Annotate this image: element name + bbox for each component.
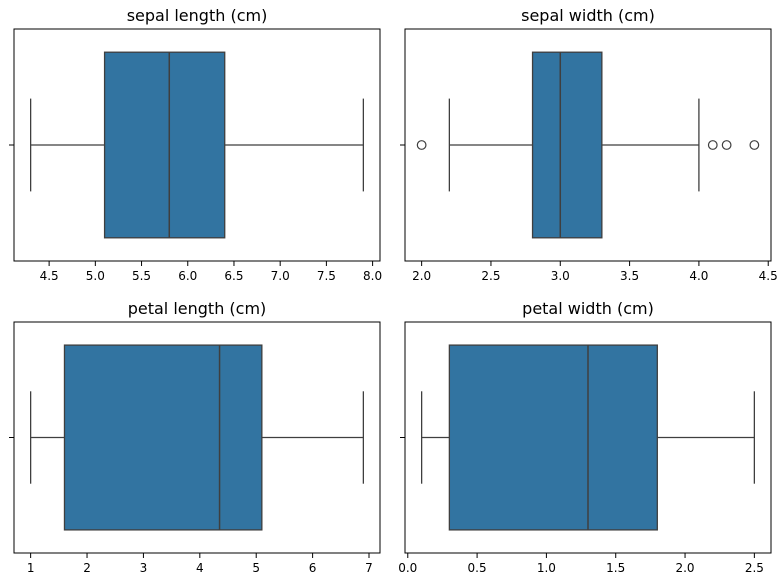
subplot-title: sepal width (cm) [521, 6, 655, 25]
x-tick-label: 0.0 [398, 561, 417, 575]
x-tick-label: 6.5 [224, 269, 243, 283]
x-tick-label: 2.5 [745, 561, 764, 575]
x-tick-label: 8.0 [363, 269, 382, 283]
x-tick-label: 1.5 [606, 561, 625, 575]
x-tick-label: 3 [140, 561, 148, 575]
x-tick-label: 7 [365, 561, 373, 575]
x-tick-label: 4 [196, 561, 204, 575]
outlier-point [749, 140, 760, 150]
x-tick-label: 7.0 [271, 269, 290, 283]
outlier-point [721, 140, 732, 150]
subplot-1: sepal length (cm) 4.5 5.0 5.5 6.0 6.5 7.0 7.5 8.… [9, 6, 382, 283]
x-tick-label: 2 [83, 561, 91, 575]
subplot-title: sepal length (cm) [127, 6, 268, 25]
x-tick-label: 5.5 [132, 269, 151, 283]
x-tick-label: 2.0 [675, 561, 694, 575]
subplot-3: petal length (cm) 1 2 3 4 5 6 7 [9, 299, 381, 575]
x-tick-label: 4.5 [759, 269, 778, 283]
x-tick-label: 6.0 [178, 269, 197, 283]
x-tick-label: 4.0 [689, 269, 708, 283]
x-tick-label: 2.5 [481, 269, 500, 283]
subplot-title: petal width (cm) [522, 299, 654, 318]
outlier-point [416, 140, 427, 150]
iqr-box [448, 344, 658, 531]
subplot-2: sepal width (cm) 2.0 2.5 3.0 3.5 4.0 4.5 [400, 6, 778, 283]
x-tick-label: 3.5 [620, 269, 639, 283]
x-tick-label: 5.0 [86, 269, 105, 283]
x-tick-label: 7.5 [317, 269, 336, 283]
x-tick-label: 1.0 [537, 561, 556, 575]
x-tick-label: 4.5 [40, 269, 59, 283]
iqr-box [531, 51, 603, 239]
iqr-box [63, 344, 263, 531]
subplot-4: petal width (cm) 0.0 0.5 1.0 1.5 2.0 2.5 [398, 299, 772, 575]
iqr-box [103, 51, 226, 239]
outlier-point [707, 140, 718, 150]
x-tick-label: 6 [309, 561, 317, 575]
x-tick-label: 2.0 [412, 269, 431, 283]
x-tick-label: 0.5 [468, 561, 487, 575]
subplot-title: petal length (cm) [128, 299, 267, 318]
x-tick-label: 3.0 [551, 269, 570, 283]
x-tick-label: 1 [27, 561, 35, 575]
x-tick-label: 5 [252, 561, 260, 575]
